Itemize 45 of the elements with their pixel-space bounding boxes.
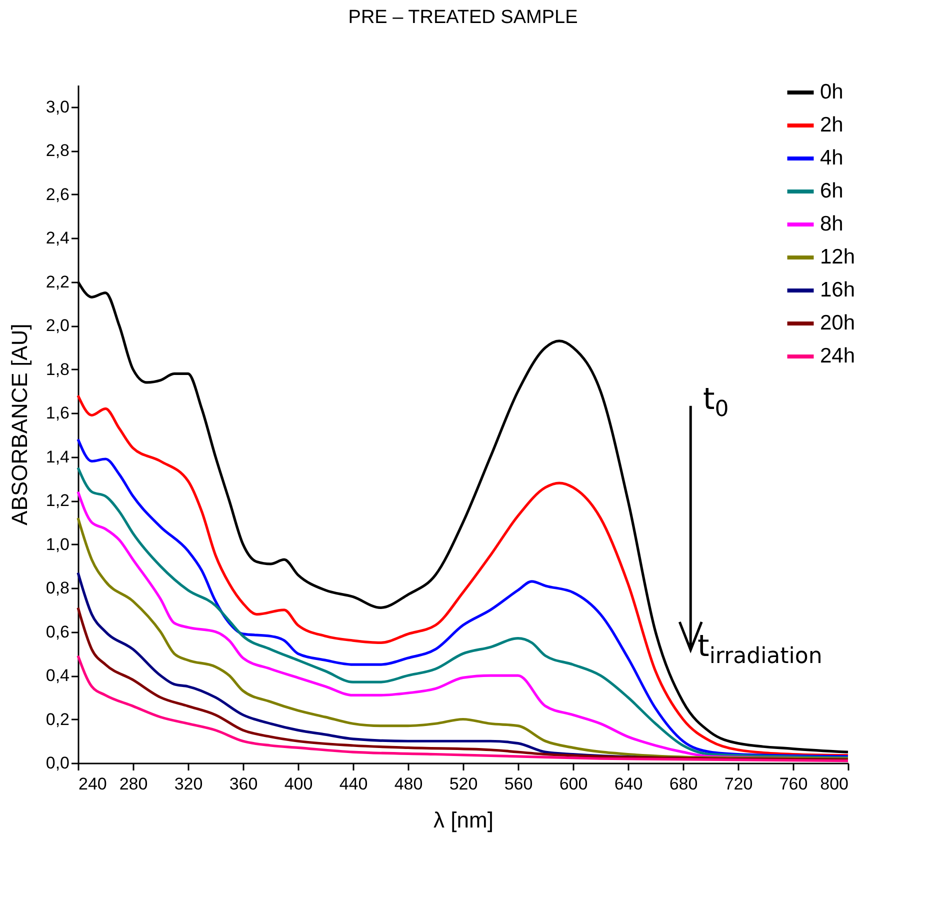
x-tick-label: 720 [724, 774, 753, 794]
x-tick-label: 560 [504, 774, 533, 794]
y-tick-label: 1,6 [46, 404, 70, 423]
y-tick-label: 0,6 [46, 622, 70, 642]
x-tick-label: 600 [559, 774, 588, 794]
y-tick-label: 1,4 [46, 447, 70, 466]
y-tick-label: 2,6 [46, 184, 70, 204]
x-tick-label: 680 [669, 774, 698, 794]
x-axis-title: λ [nm] [434, 808, 494, 832]
y-axis-title: ABSORBANCE [AU] [6, 324, 32, 526]
legend-label: 0h [820, 80, 844, 104]
x-tick-label: 640 [614, 774, 643, 794]
legend-label: 20h [820, 312, 856, 334]
x-tick-label: 440 [339, 774, 368, 794]
legend-label: 12h [820, 246, 856, 268]
legend-label: 4h [820, 146, 844, 170]
x-tick-label: 320 [174, 774, 203, 794]
y-tick-label: 1,2 [46, 491, 70, 510]
y-tick-label: 2,8 [46, 141, 70, 160]
legend-label: 6h [820, 180, 844, 202]
legend-label: 2h [820, 114, 844, 136]
x-tick-label: 280 [119, 774, 148, 794]
x-tick-label: 240 [78, 774, 107, 794]
annotation: t$_{irradiation}$ [698, 628, 822, 669]
x-tick-label: 480 [394, 774, 423, 794]
y-tick-label: 0,8 [46, 578, 70, 598]
chart-title: PRE – TREATED SAMPLE [348, 7, 578, 28]
y-tick-label: 0,2 [46, 710, 70, 729]
x-tick-label: 520 [449, 774, 478, 794]
y-tick-label: 3,0 [46, 97, 70, 116]
y-tick-label: 2,0 [46, 316, 70, 336]
legend-label: 16h [820, 278, 856, 302]
y-tick-label: 0,0 [46, 754, 70, 772]
x-tick-label: 800 [820, 774, 848, 794]
y-tick-label: 0,4 [46, 666, 70, 686]
x-tick-label: 760 [779, 774, 808, 794]
y-tick-label: 1,8 [46, 360, 70, 379]
y-tick-label: 2,2 [46, 272, 70, 292]
x-tick-label: 360 [229, 774, 258, 794]
x-tick-label: 400 [284, 774, 313, 794]
y-tick-label: 2,4 [46, 228, 70, 248]
legend-label: 8h [820, 212, 844, 236]
annotation: t$_{0}$ [702, 382, 729, 422]
legend-label: 24h [820, 344, 856, 368]
y-tick-label: 1,0 [46, 534, 70, 554]
